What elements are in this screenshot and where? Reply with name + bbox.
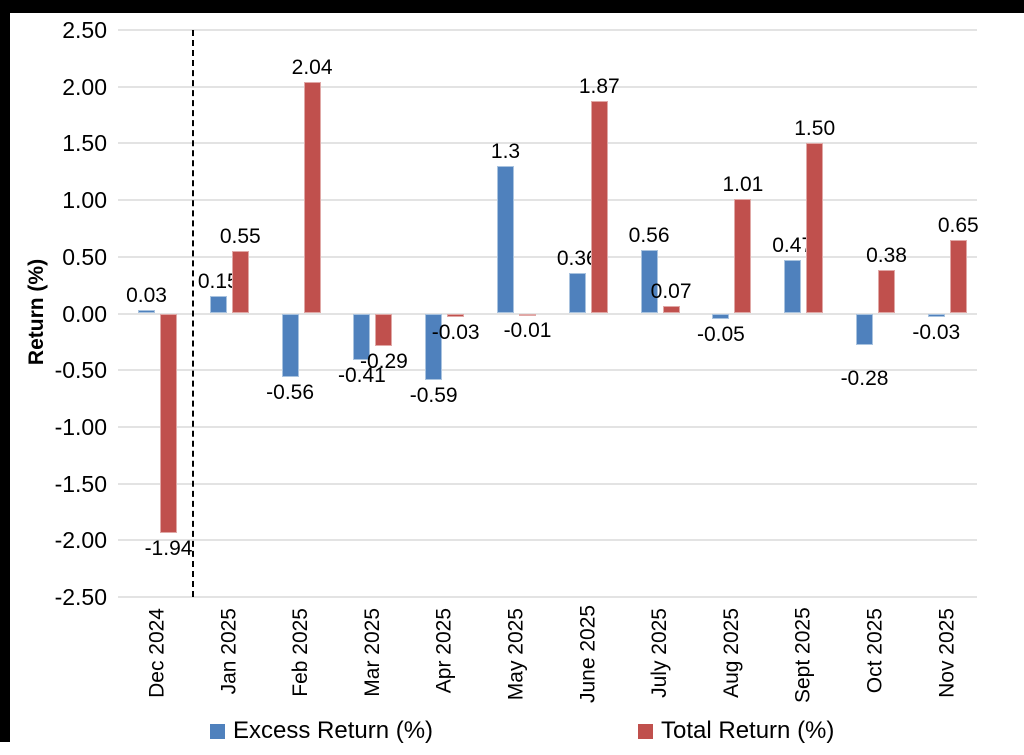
data-label: -0.05 xyxy=(696,323,745,347)
excess-return-bar xyxy=(712,313,730,320)
total-return-bar xyxy=(375,313,393,347)
total-return-bar xyxy=(590,101,608,314)
data-label: 1.87 xyxy=(578,75,620,99)
y-tick-label: 1.00 xyxy=(62,187,107,214)
data-label: -0.29 xyxy=(359,350,408,374)
data-label: 0.55 xyxy=(219,225,261,249)
excess-return-bar xyxy=(927,313,945,317)
gridline xyxy=(118,369,977,372)
excess-return-bar xyxy=(640,249,658,314)
data-label: -0.28 xyxy=(840,367,889,391)
y-tick-label: -1.50 xyxy=(54,470,107,497)
gridline xyxy=(118,142,977,145)
gridline xyxy=(118,85,977,88)
total-return-bar xyxy=(519,313,536,316)
data-label: -0.03 xyxy=(431,320,480,344)
data-label: -0.41 xyxy=(337,363,386,387)
x-tick-label: Feb 2025 xyxy=(289,608,313,697)
data-label: 2.04 xyxy=(291,56,333,80)
data-label: 0.07 xyxy=(650,279,692,303)
left-border-bar xyxy=(0,0,10,742)
data-label: 0.56 xyxy=(628,223,670,247)
y-axis-title: Return (%) xyxy=(25,258,48,366)
x-tick-label: Oct 2025 xyxy=(863,608,887,694)
legend-label-excess-return: Excess Return (%) xyxy=(233,717,434,744)
excess-return-bar xyxy=(784,260,802,314)
data-label: 0.36 xyxy=(556,246,598,270)
x-tick-label: Sept 2025 xyxy=(791,607,815,703)
y-tick-label: 0.50 xyxy=(62,243,107,270)
y-tick-label: 2.50 xyxy=(62,17,107,43)
y-tick-label: 2.00 xyxy=(62,73,107,100)
period-separator-line xyxy=(192,30,195,597)
data-label: 1.50 xyxy=(794,117,836,141)
total-return-bar xyxy=(734,198,752,314)
total-return-bar xyxy=(231,251,249,314)
total-return-bar xyxy=(160,313,177,534)
excess-return-bar xyxy=(353,313,371,360)
total-return-bar xyxy=(878,270,895,314)
legend-swatch-excess-return-icon xyxy=(210,723,225,739)
total-return-bar xyxy=(806,143,824,314)
data-label: -0.56 xyxy=(266,381,315,404)
legend-item-total-return: Total Return (%) xyxy=(638,717,834,745)
legend: Excess Return (%) Total Return (%) xyxy=(0,717,1024,749)
total-return-bar xyxy=(447,313,465,317)
gridline xyxy=(118,425,977,428)
data-label: -0.59 xyxy=(409,384,458,408)
gridline xyxy=(118,199,977,202)
x-tick-label: Apr 2025 xyxy=(432,608,456,694)
data-label: 0.65 xyxy=(937,213,979,237)
y-tick-label: -2.50 xyxy=(54,584,107,610)
x-tick-label: Jan 2025 xyxy=(217,608,241,695)
y-tick-label: -1.00 xyxy=(54,413,107,440)
x-tick-label: July 2025 xyxy=(648,608,672,698)
excess-return-bar xyxy=(425,313,443,381)
data-label: -1.94 xyxy=(144,537,193,561)
x-tick-label: Aug 2025 xyxy=(719,608,743,698)
legend-swatch-total-return-icon xyxy=(638,723,653,739)
total-return-bar xyxy=(662,305,680,314)
excess-return-bar xyxy=(497,166,514,314)
y-tick-label: -2.00 xyxy=(54,527,107,554)
y-tick-label: 0.00 xyxy=(62,300,107,327)
x-tick-label: Dec 2024 xyxy=(145,608,169,698)
gridline xyxy=(118,312,977,315)
excess-return-bar xyxy=(568,272,586,314)
total-return-bar xyxy=(949,239,967,314)
data-label: 1.3 xyxy=(490,140,521,164)
top-border-bar xyxy=(0,0,1024,13)
excess-return-bar xyxy=(209,296,227,314)
x-tick-label: Mar 2025 xyxy=(360,608,384,697)
gridline xyxy=(118,29,977,31)
data-label: 0.47 xyxy=(772,234,814,258)
x-tick-label: Nov 2025 xyxy=(935,608,959,698)
data-label: -0.01 xyxy=(503,318,552,342)
excess-return-bar xyxy=(281,313,299,377)
gridline xyxy=(118,596,977,598)
gridline xyxy=(118,482,977,485)
gridline xyxy=(118,255,977,258)
total-return-bar xyxy=(303,82,321,314)
y-tick-label: 1.50 xyxy=(62,130,107,157)
excess-return-bar xyxy=(138,310,155,314)
data-label: 0.15 xyxy=(197,270,239,294)
excess-return-bar xyxy=(856,313,873,346)
gridline xyxy=(118,539,977,542)
legend-label-total-return: Total Return (%) xyxy=(661,717,835,744)
data-label: 0.38 xyxy=(866,244,907,268)
data-label: -0.03 xyxy=(912,320,961,344)
x-tick-label: May 2025 xyxy=(504,608,528,701)
legend-item-excess-return: Excess Return (%) xyxy=(210,717,433,745)
y-tick-label: -0.50 xyxy=(54,357,107,384)
data-label: 1.01 xyxy=(722,172,764,196)
x-tick-label: June 2025 xyxy=(576,604,600,703)
data-label: 0.03 xyxy=(126,284,167,308)
